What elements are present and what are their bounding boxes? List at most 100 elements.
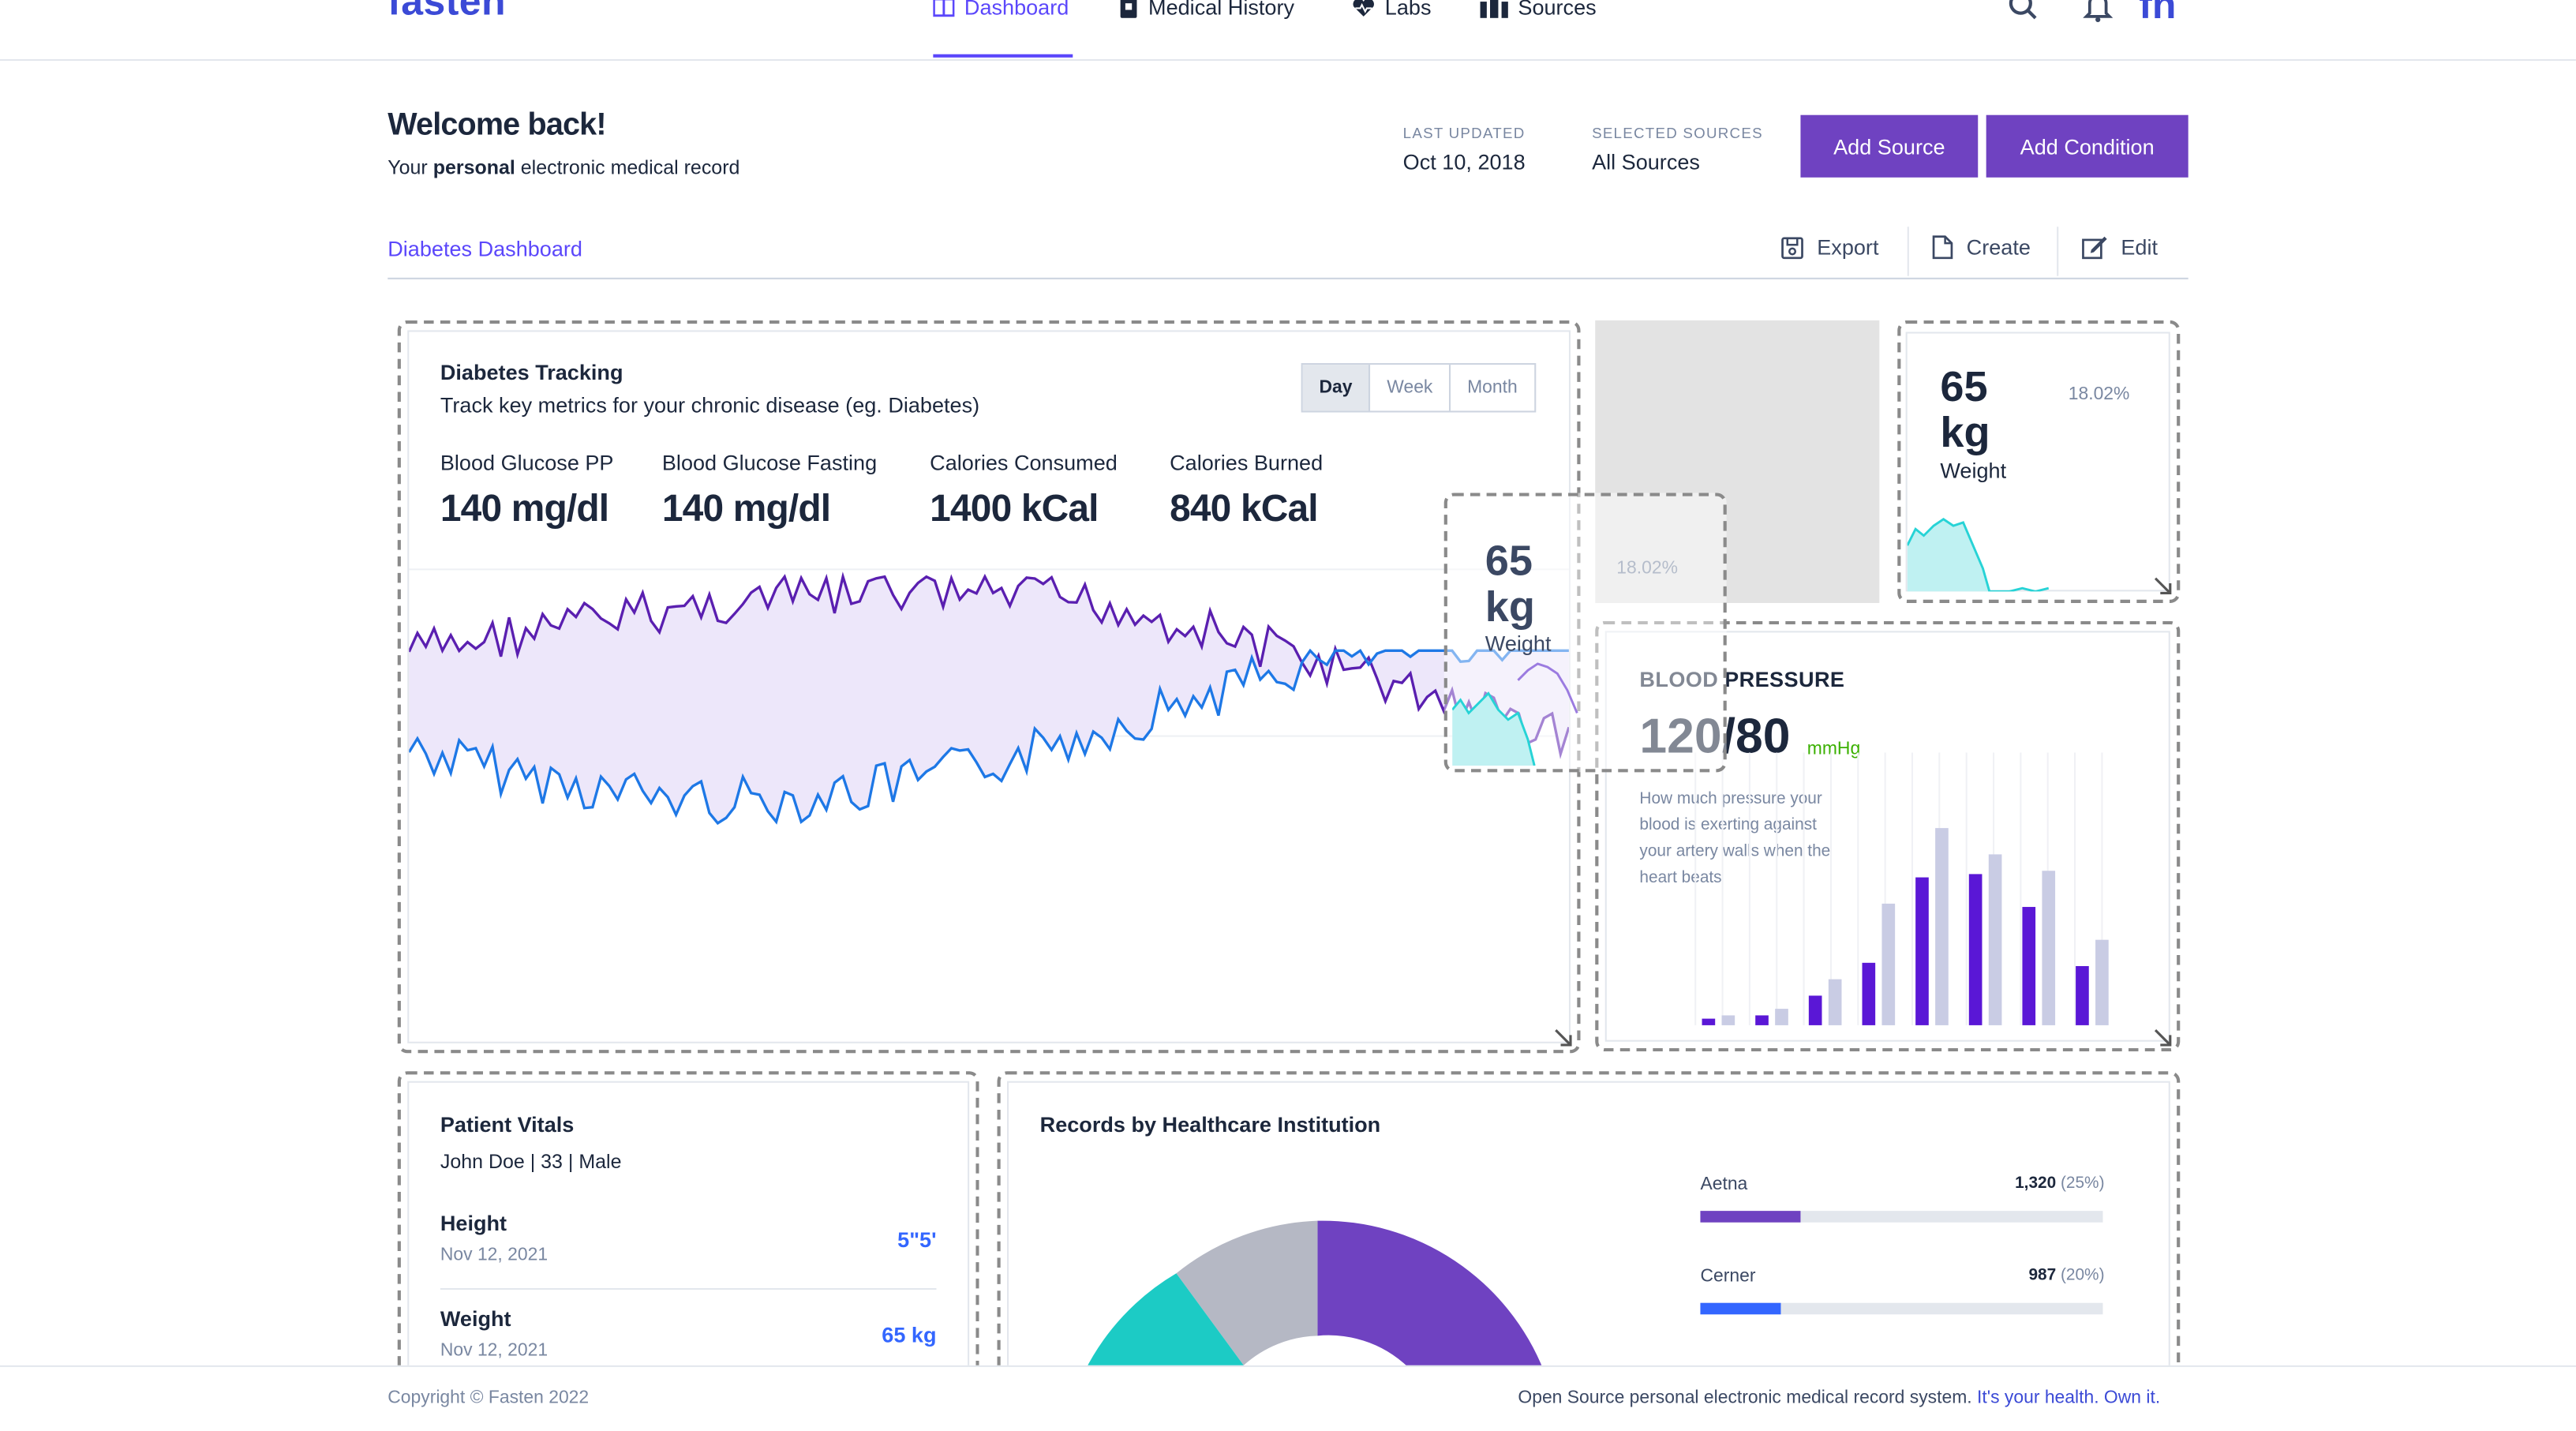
institution-count: 1,320 (25%)	[2015, 1174, 2105, 1193]
patient-vitals-card	[407, 1081, 970, 1394]
vital-value: 5"5'	[897, 1227, 937, 1253]
diabetes-subtitle: Track key metrics for your chronic disea…	[440, 392, 980, 418]
export-icon	[1781, 236, 1803, 259]
edit-icon	[2082, 236, 2107, 260]
sparkline-line	[1452, 691, 1536, 766]
institution-progress	[1700, 1302, 2103, 1315]
range-week-button[interactable]: Week	[1370, 365, 1451, 411]
medical-history-icon	[1120, 0, 1137, 17]
page-subtitle: Your personal electronic medical record	[388, 155, 740, 179]
dragged-weight-label: Weight	[1485, 631, 1552, 656]
nav-dashboard[interactable]: Dashboard	[933, 0, 1069, 20]
resize-handle-icon[interactable]	[1552, 1027, 1575, 1050]
institution-progress	[1700, 1211, 2103, 1223]
weight-value: 65	[1940, 361, 1988, 411]
user-avatar[interactable]: fn	[2139, 0, 2177, 28]
selected-sources-label: SELECTED SOURCES	[1592, 125, 1763, 142]
create-button[interactable]: Create	[1932, 235, 2031, 260]
nav-sources[interactable]: Sources	[1480, 0, 1597, 20]
selected-sources-value[interactable]: All Sources	[1592, 149, 1700, 174]
dragged-weight-sparkline	[1452, 662, 1578, 766]
file-icon	[1932, 235, 1953, 260]
institution-progress-fill	[1700, 1211, 1801, 1223]
last-updated-value: Oct 10, 2018	[1402, 149, 1526, 174]
dashboard-icon	[933, 0, 955, 17]
edit-button[interactable]: Edit	[2081, 235, 2158, 260]
add-condition-button[interactable]: Add Condition	[1986, 114, 2188, 178]
footer-link[interactable]: It's your health. Own it.	[1977, 1388, 2161, 1408]
weight-widget-frame[interactable]	[1897, 320, 2181, 603]
donut-slice	[1084, 1273, 1244, 1373]
nav-medical-history[interactable]: Medical History	[1119, 0, 1294, 20]
dashboard-selector[interactable]: Diabetes Dashboard	[388, 236, 582, 261]
chart-bar	[2095, 939, 2109, 1025]
metric-label: Blood Glucose PP	[440, 450, 614, 475]
weight-sparkline	[1907, 518, 2050, 592]
blood-pressure-widget-frame[interactable]	[1595, 620, 2181, 1052]
dragged-weight-value: 65	[1485, 535, 1533, 586]
export-button[interactable]: Export	[1780, 235, 1878, 260]
chart-bar	[2042, 871, 2056, 1025]
action-divider	[1907, 227, 1909, 276]
blood-pressure-unit: mmHg	[1807, 739, 1861, 759]
heart-pulse-icon	[1353, 0, 1374, 16]
metric-value: 140 mg/dl	[440, 486, 609, 530]
sparkline-line	[1517, 662, 1578, 714]
diabetes-widget-frame[interactable]	[397, 320, 1581, 1054]
dragged-weight-unit: kg	[1485, 581, 1535, 631]
institution-progress-fill	[1700, 1302, 1781, 1315]
chart-bar	[1881, 903, 1896, 1025]
institution-name: Aetna	[1700, 1174, 1748, 1195]
chart-bar	[1702, 1018, 1716, 1025]
diabetes-title: Diabetes Tracking	[440, 359, 623, 385]
chart-series-line	[409, 571, 1569, 759]
chart-bar	[2022, 907, 2036, 1025]
chart-bar	[1935, 828, 1949, 1025]
donut-slice	[1176, 1220, 1318, 1365]
metric-value: 140 mg/dl	[661, 486, 831, 530]
weight-label: Weight	[1940, 458, 2007, 483]
range-day-button[interactable]: Day	[1302, 365, 1371, 411]
chart-bar	[1862, 962, 1876, 1025]
vital-date: Nov 12, 2021	[440, 1245, 549, 1265]
nav-medical-history-label: Medical History	[1148, 0, 1295, 20]
metric-label: Blood Glucose Fasting	[661, 450, 878, 475]
footer-tagline: Open Source personal electronic medical …	[1518, 1388, 2161, 1408]
app-logo[interactable]: fasten	[388, 0, 506, 25]
range-toggle: Day Week Month	[1301, 363, 1536, 413]
resize-handle-icon[interactable]	[2152, 575, 2175, 598]
edit-label: Edit	[2121, 234, 2158, 260]
resize-handle-icon[interactable]	[2152, 1027, 2175, 1050]
metric-value: 1400 kCal	[930, 486, 1099, 530]
institution-count: 987 (20%)	[2028, 1266, 2105, 1285]
bell-icon[interactable]	[2083, 0, 2113, 23]
add-source-button[interactable]: Add Source	[1800, 114, 1979, 178]
weight-change: 18.02%	[2068, 384, 2130, 405]
chart-area-fill	[409, 576, 1569, 823]
nav-active-underline	[933, 54, 1073, 58]
sparkline-area	[1452, 693, 1535, 766]
diabetes-chart	[409, 568, 1569, 826]
chart-bar	[1755, 1015, 1769, 1025]
vital-value: 65 kg	[882, 1322, 937, 1347]
chart-bar	[1721, 1015, 1735, 1025]
nav-labs[interactable]: Labs	[1352, 0, 1431, 20]
donut-slice	[1317, 1220, 1544, 1373]
vitals-divider	[440, 1287, 937, 1291]
chart-bar	[1828, 979, 1842, 1025]
dashboard-bar-divider	[388, 277, 2188, 279]
chart-bar	[1775, 1009, 1788, 1025]
institution-name: Cerner	[1700, 1266, 1756, 1287]
page-title: Welcome back!	[388, 108, 606, 144]
last-updated-label: LAST UPDATED	[1402, 125, 1526, 142]
footer	[0, 1365, 2576, 1431]
metric-label: Calories Consumed	[930, 450, 1118, 475]
records-title: Records by Healthcare Institution	[1039, 1112, 1381, 1137]
sparkline-line	[1907, 518, 2050, 592]
range-month-button[interactable]: Month	[1467, 377, 1518, 398]
search-icon[interactable]	[2008, 0, 2037, 23]
metric-label: Calories Burned	[1170, 450, 1324, 475]
export-label: Export	[1817, 234, 1879, 260]
chart-bar	[1915, 877, 1929, 1025]
sources-icon	[1480, 0, 1508, 17]
